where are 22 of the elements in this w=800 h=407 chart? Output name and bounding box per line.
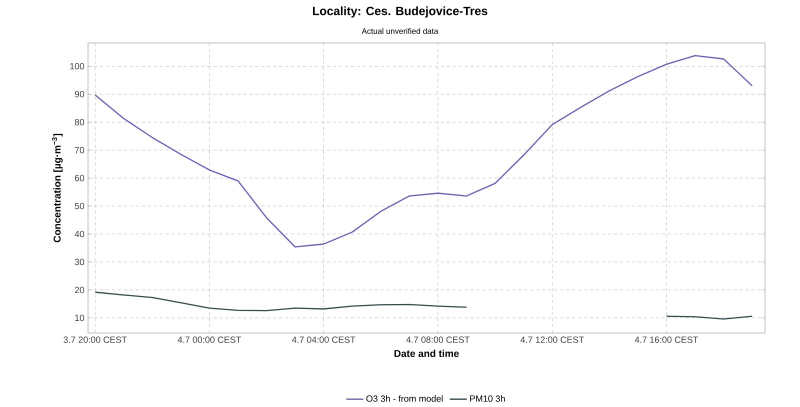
chart-title: Locality: Ces. Budejovice-Tres: [312, 6, 488, 18]
y-tick-label: 40: [74, 230, 84, 238]
x-tick-label: 4.7 08:00 CEST: [406, 336, 470, 343]
y-tick-label: 10: [75, 314, 84, 321]
y-tick-label: 70: [74, 146, 84, 154]
x-tick-label: 4.7 00:00 CEST: [178, 336, 242, 343]
x-axis-title: Date and time: [394, 350, 459, 357]
y-tick-label: 60: [74, 174, 84, 182]
x-tick-label: 4.7 16:00 CEST: [634, 336, 698, 343]
legend-label: PM10 3h: [470, 395, 505, 402]
y-tick-label: 90: [74, 90, 84, 98]
y-tick-label: 30: [74, 258, 84, 266]
x-tick-label: 3.7 20:00 CEST: [64, 336, 127, 343]
x-tick-label: 4.7 04:00 CEST: [292, 336, 356, 343]
y-tick-label: 20: [74, 286, 84, 294]
x-tick-label: 4.7 12:00 CEST: [520, 336, 584, 343]
legend-label: O3 3h - from model: [366, 395, 443, 402]
y-tick-label: 50: [74, 202, 84, 210]
line-series: [94, 54, 753, 248]
y-tick-label: 100: [70, 62, 84, 70]
y-tick-label: 80: [74, 118, 84, 126]
y-axis-title: Concentration [µg·m$^{−3}$]: [52, 134, 63, 242]
